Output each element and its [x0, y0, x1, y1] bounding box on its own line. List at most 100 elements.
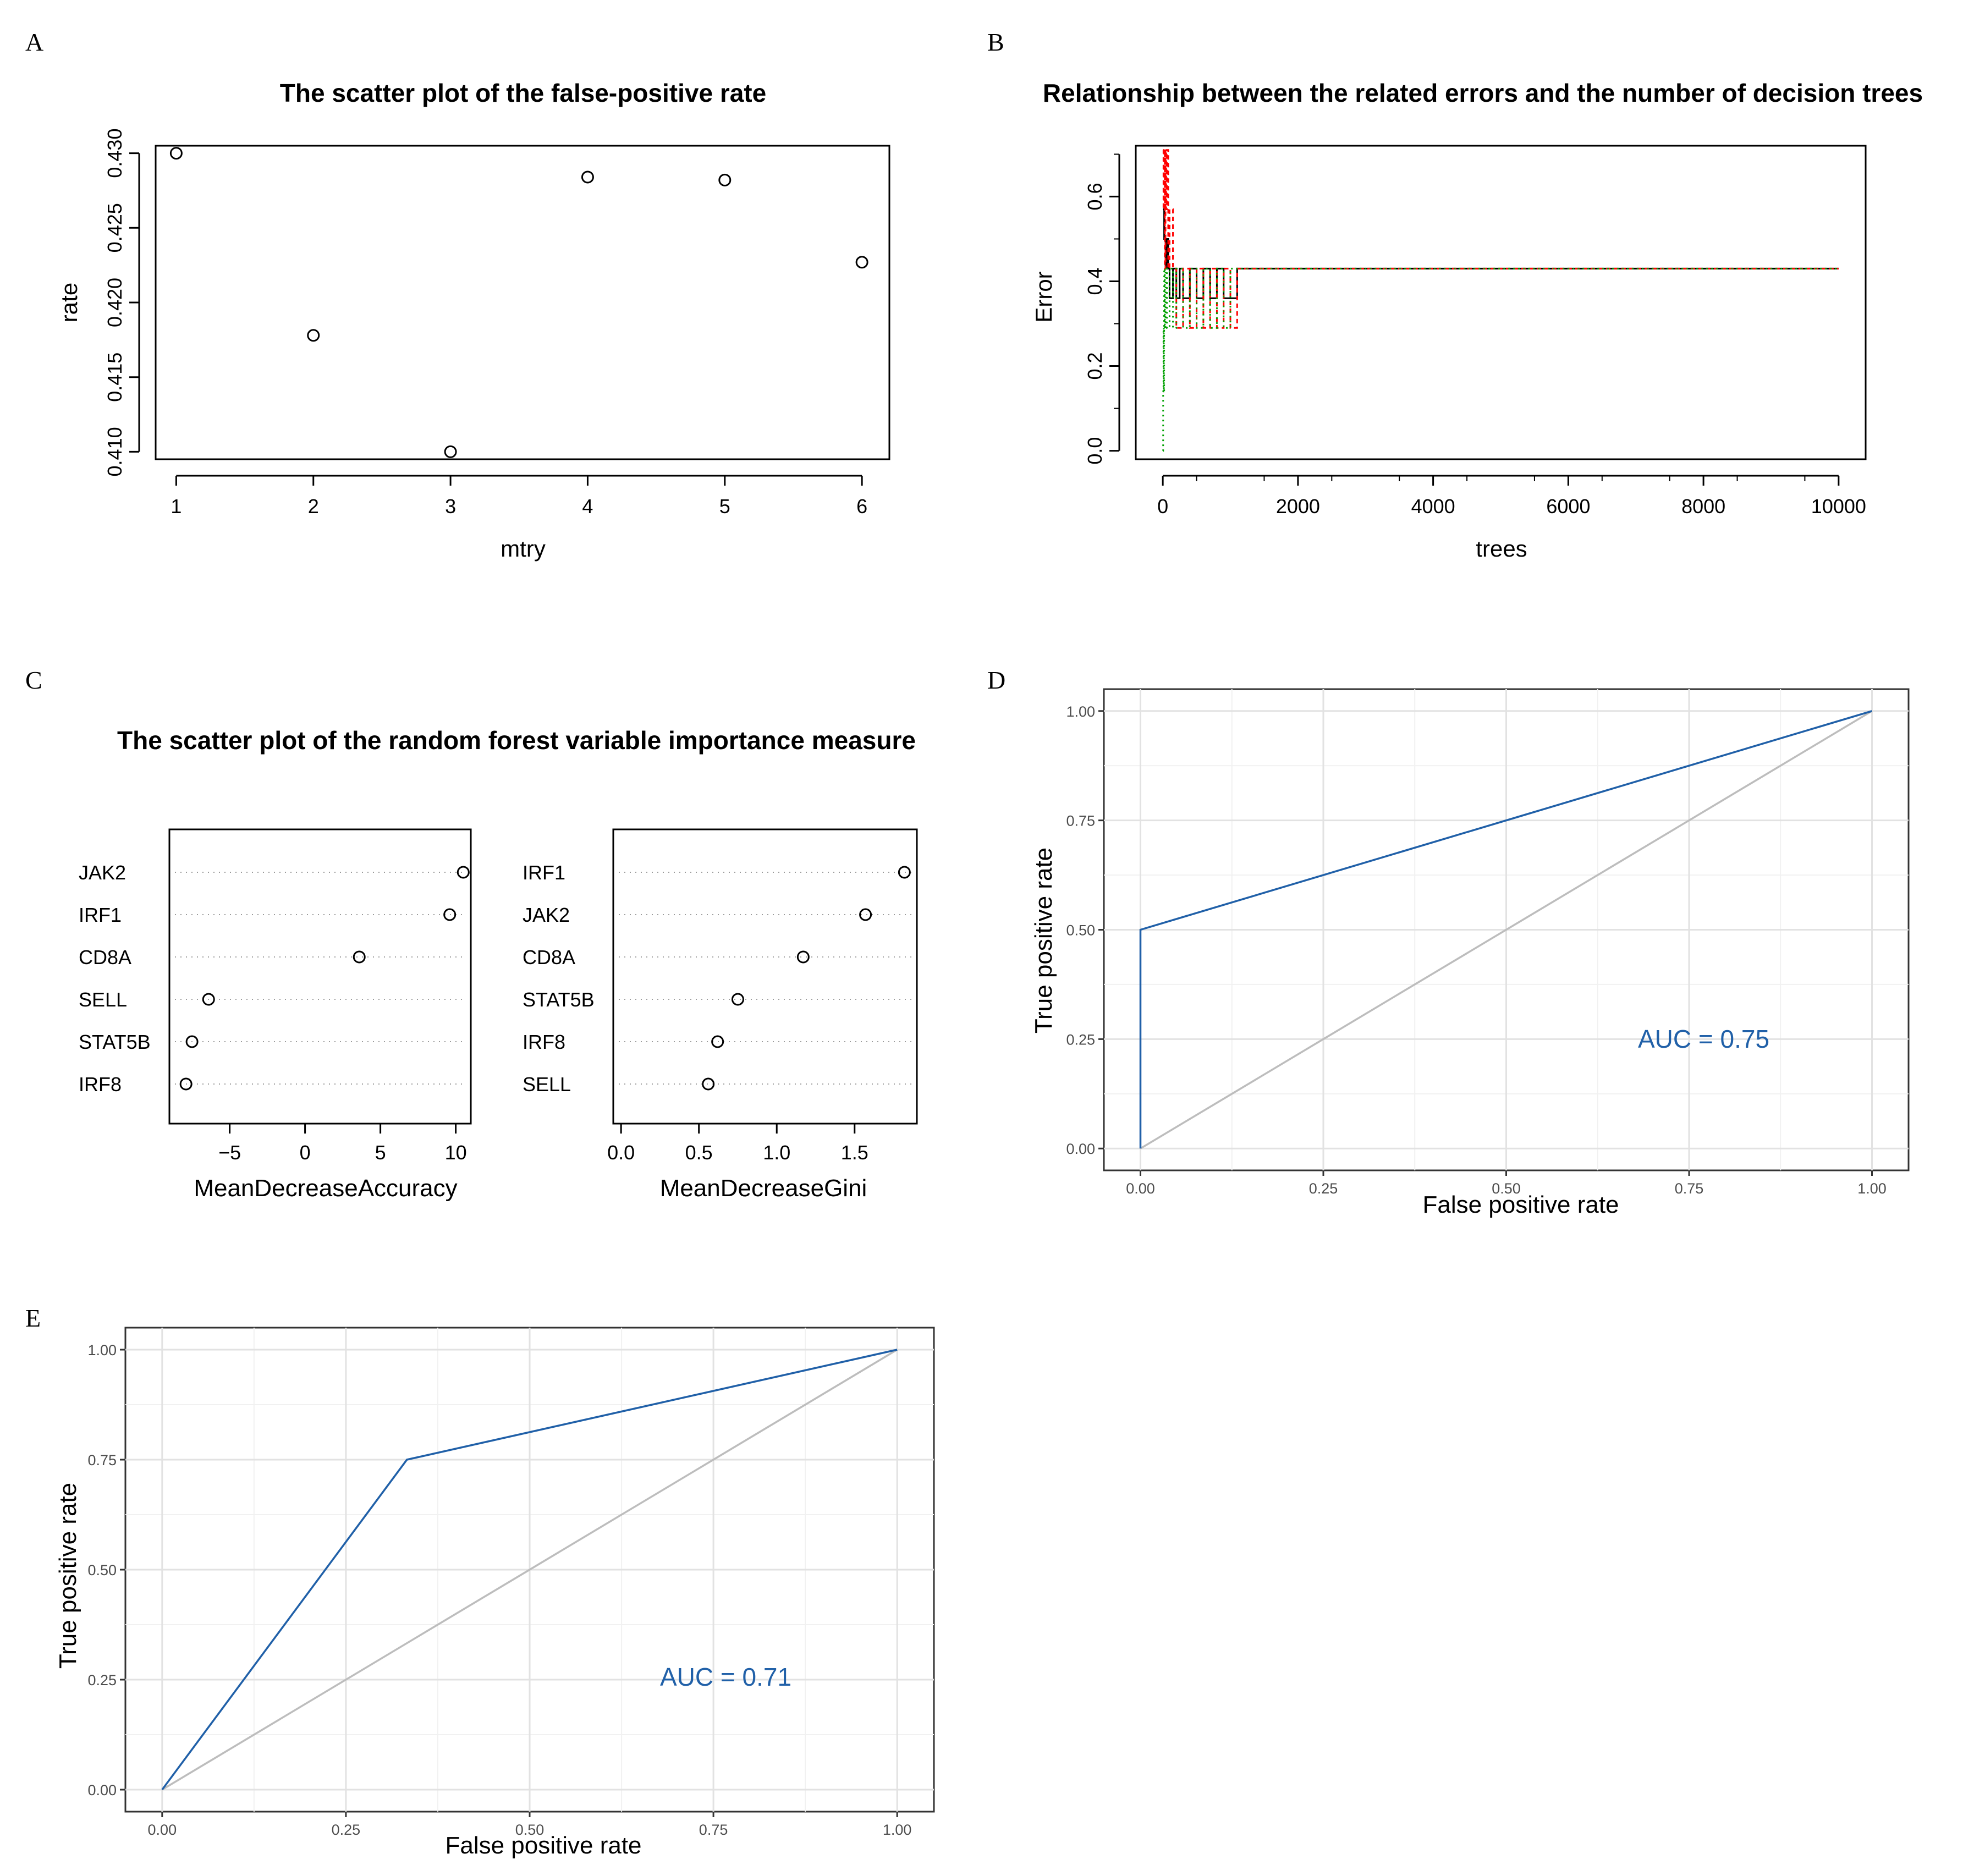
- panel-e-x-tick-label: 0.75: [699, 1822, 728, 1838]
- panel-d-roc-line: [1140, 710, 1873, 1149]
- panel-c2-category-label: JAK2: [523, 904, 570, 926]
- panel-d-auc-label: AUC = 0.75: [1638, 1025, 1769, 1053]
- panel-a-point: [855, 256, 868, 269]
- panel-c1-x-tick-label: 10: [445, 1141, 467, 1164]
- panel-b-x-tick-label: 6000: [1546, 495, 1590, 518]
- panel-d-ylabel: True positive rate: [1030, 848, 1057, 1033]
- panel-c2-category-label: IRF1: [523, 861, 565, 884]
- panel-c1-x-tick-label: −5: [218, 1141, 241, 1164]
- panel-c2-xlabel: MeanDecreaseGini: [660, 1175, 867, 1202]
- panel-c2-point: [859, 908, 872, 921]
- panel-d-x-tick-label: 0.00: [1126, 1180, 1155, 1197]
- panel-a-y-tick-label: 0.415: [103, 353, 126, 402]
- panel-a-y-tick-label: 0.410: [103, 427, 126, 476]
- panel-b-plot-frame: [1135, 145, 1867, 460]
- panel-letter-a: A: [25, 28, 43, 56]
- panel-letter-b: B: [987, 28, 1004, 56]
- panel-d-x-tick-label: 1.00: [1857, 1180, 1887, 1197]
- panel-a-y-tick-label: 0.420: [103, 278, 126, 327]
- panel-c1-category-label: IRF1: [79, 904, 122, 926]
- panel-e-x-tick-label: 0.00: [148, 1822, 177, 1838]
- panel-c2-category-label: STAT5B: [523, 988, 595, 1011]
- panel-b-series-line: [1162, 267, 1839, 452]
- panel-b-x-tick-label: 2000: [1276, 495, 1320, 518]
- panel-a-ylabel: rate: [56, 283, 82, 322]
- panel-e-xlabel: False positive rate: [445, 1832, 641, 1859]
- panel-d-y-tick-label: 0.00: [1066, 1141, 1095, 1157]
- panel-c2-x-tick-label: 0.5: [685, 1141, 713, 1164]
- panel-a-point: [718, 173, 732, 186]
- panel-e-y-tick-label: 0.50: [87, 1562, 117, 1578]
- panel-b-x-tick-label: 10000: [1811, 495, 1866, 518]
- panel-letter-d: D: [987, 666, 1005, 694]
- panel-e-y-tick-label: 0.25: [87, 1672, 117, 1688]
- panel-d-y-tick-label: 0.25: [1066, 1031, 1095, 1048]
- panel-b-y-tick-label: 0.0: [1084, 437, 1106, 465]
- panel-c1-point: [185, 1035, 199, 1048]
- panel-a-plot-frame: [155, 145, 890, 460]
- panel-e-x-tick-label: 0.50: [515, 1822, 545, 1838]
- panel-c1-point: [202, 993, 215, 1006]
- panel-a-x-tick-label: 6: [856, 495, 867, 518]
- panel-a-x-tick-label: 1: [171, 495, 182, 518]
- panel-c1-category-label: JAK2: [79, 861, 126, 884]
- panel-a-chart: The scatter plot of the false-positive r…: [56, 79, 890, 562]
- panel-c1-point: [353, 950, 366, 964]
- panel-d-x-tick-label: 0.50: [1492, 1180, 1521, 1197]
- panel-a-point: [169, 147, 183, 160]
- panel-e-y-tick-label: 1.00: [87, 1342, 117, 1358]
- panel-c2-point: [898, 866, 911, 879]
- panel-letter-e: E: [25, 1304, 41, 1332]
- panel-a-point: [581, 170, 594, 184]
- panel-d-y-tick-label: 0.50: [1066, 922, 1095, 939]
- panel-c1-category-label: SELL: [79, 988, 127, 1011]
- panel-c2-category-label: SELL: [523, 1073, 571, 1096]
- panel-c2-point: [731, 993, 744, 1006]
- panel-d-xlabel: False positive rate: [1422, 1191, 1619, 1218]
- panel-a-x-tick-label: 4: [582, 495, 593, 518]
- panel-c1-category-label: IRF8: [79, 1073, 122, 1096]
- panel-a-title: The scatter plot of the false-positive r…: [280, 79, 766, 107]
- panel-e-chart: 0.00 0.25 0.50 0.75 1.00 0.00 0.25 0.50 0.75 1.00…: [54, 1327, 935, 1859]
- panel-e-x-tick-label: 0.25: [332, 1822, 361, 1838]
- panel-d-y-tick-label: 1.00: [1066, 703, 1095, 720]
- panel-c1-point: [179, 1077, 193, 1091]
- panel-c-title: The scatter plot of the random forest va…: [117, 726, 916, 755]
- panel-e-y-tick-label: 0.75: [87, 1452, 117, 1468]
- panel-b-x-tick-label: 0: [1157, 495, 1168, 518]
- panel-c2-x-tick-label: 1.0: [763, 1141, 790, 1164]
- panel-e-ylabel: True positive rate: [54, 1483, 81, 1669]
- panel-e-roc-line: [161, 1349, 898, 1791]
- panel-c2-x-tick-label: 1.5: [841, 1141, 868, 1164]
- panel-b-x-tick-label: 4000: [1411, 495, 1455, 518]
- panel-a-point: [444, 445, 457, 458]
- panel-a-xlabel: mtry: [501, 536, 546, 562]
- panel-b-y-tick-label: 0.4: [1084, 267, 1106, 295]
- panel-d-chart: 0.00 0.25 0.50 0.75 1.00 0.00 0.25 0.50 0.75 1.00…: [1030, 688, 1910, 1218]
- panel-d-x-tick-label: 0.25: [1309, 1180, 1338, 1197]
- panel-c2-point: [711, 1035, 724, 1048]
- panel-a-y-tick-label: 0.425: [103, 203, 126, 252]
- panel-a-y-tick-label: 0.430: [103, 129, 126, 178]
- panel-c2-category-label: CD8A: [523, 946, 575, 969]
- panel-e-x-tick-label: 1.00: [883, 1822, 912, 1838]
- panel-b-ylabel: Error: [1031, 271, 1057, 322]
- panel-c1-category-label: CD8A: [79, 946, 131, 969]
- panel-b-xlabel: trees: [1476, 536, 1527, 562]
- panel-c2-x-tick-label: 0.0: [607, 1141, 635, 1164]
- panel-c2-point: [796, 950, 810, 964]
- panel-c2-category-label: IRF8: [523, 1031, 565, 1053]
- panel-c1-x-tick-label: 0: [300, 1141, 311, 1164]
- panel-c-chart: The scatter plot of the random forest va…: [79, 726, 918, 1202]
- panel-a-x-tick-label: 5: [719, 495, 730, 518]
- panel-e-y-tick-label: 0.00: [87, 1782, 117, 1798]
- panel-letter-c: C: [25, 666, 42, 694]
- panel-b-y-tick-label: 0.2: [1084, 353, 1106, 380]
- panel-e-roc-line: [161, 1349, 898, 1791]
- panel-d-y-tick-label: 0.75: [1066, 813, 1095, 829]
- panel-d-roc-line: [1139, 710, 1873, 1149]
- panel-e-auc-label: AUC = 0.71: [660, 1663, 791, 1691]
- panel-a-point: [307, 329, 320, 342]
- panel-a-x-tick-label: 2: [308, 495, 319, 518]
